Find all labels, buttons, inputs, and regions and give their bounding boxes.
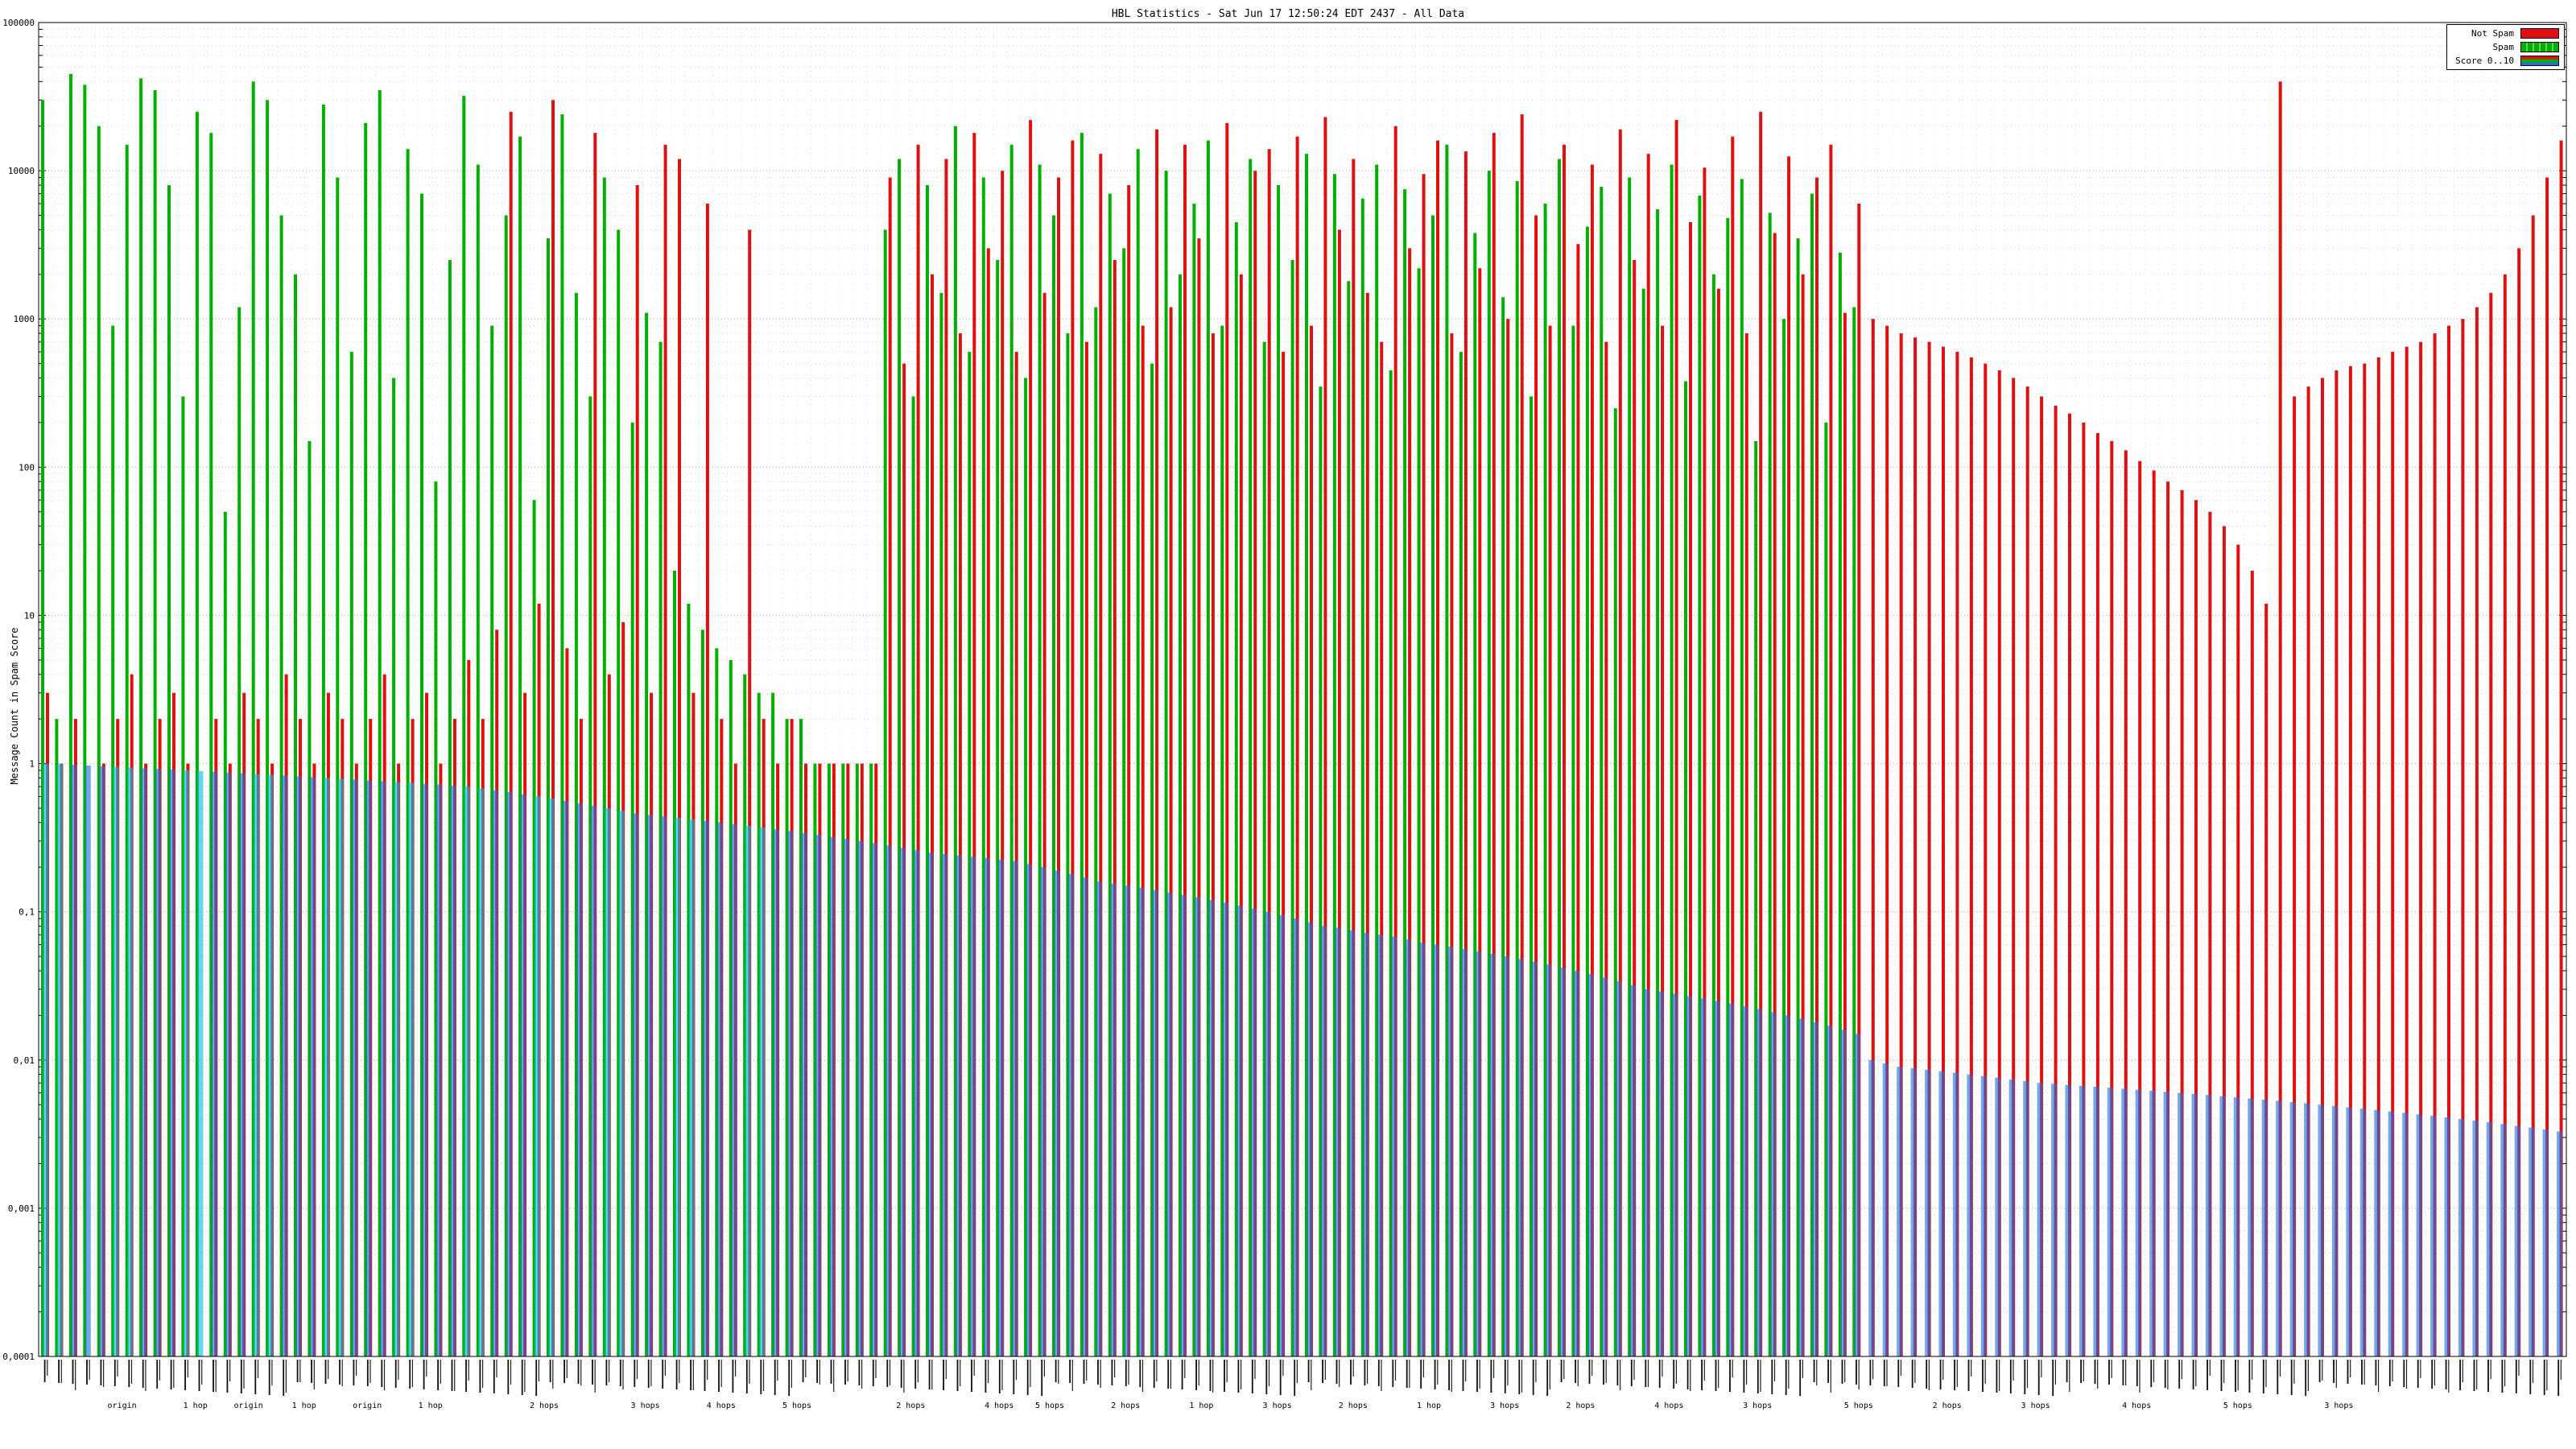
svg-text:10000: 10000	[8, 166, 35, 176]
svg-text:3 hops: 3 hops	[2324, 1402, 2353, 1410]
svg-text:4 hops: 4 hops	[707, 1402, 736, 1410]
svg-text:5 hops: 5 hops	[1844, 1402, 1873, 1410]
legend-swatch-spam	[2520, 42, 2559, 52]
legend-swatch-not-spam	[2520, 28, 2559, 39]
svg-text:3 hops: 3 hops	[1490, 1402, 1519, 1410]
svg-text:1 hop: 1 hop	[292, 1402, 316, 1410]
legend-row-score: Score 0..10	[2455, 56, 2559, 66]
svg-text:0,1: 0,1	[19, 907, 35, 918]
svg-text:1 hop: 1 hop	[419, 1402, 443, 1410]
svg-text:0,01: 0,01	[14, 1055, 35, 1066]
svg-text:0,001: 0,001	[8, 1203, 35, 1214]
svg-text:5 hops: 5 hops	[782, 1402, 811, 1410]
svg-text:0,0001: 0,0001	[2, 1352, 35, 1362]
svg-text:1 hop: 1 hop	[1189, 1402, 1213, 1410]
svg-text:4 hops: 4 hops	[1654, 1402, 1683, 1410]
svg-text:3 hops: 3 hops	[1743, 1402, 1772, 1410]
svg-text:1 hop: 1 hop	[184, 1402, 208, 1410]
svg-text:3 hops: 3 hops	[2021, 1402, 2050, 1410]
svg-text:origin: origin	[234, 1402, 263, 1410]
svg-text:2 hops: 2 hops	[1111, 1402, 1140, 1410]
legend-swatch-score	[2520, 56, 2559, 66]
legend-row-spam: Spam	[2455, 42, 2559, 52]
svg-text:1000: 1000	[14, 314, 35, 324]
legend-label-spam: Spam	[2492, 42, 2515, 52]
svg-text:100000: 100000	[2, 18, 35, 28]
legend-row-not-spam: Not Spam	[2455, 28, 2559, 39]
legend-label-not-spam: Not Spam	[2471, 28, 2514, 39]
svg-text:origin: origin	[353, 1402, 382, 1410]
chart-title: HBL Statistics - Sat Jun 17 12:50:24 EDT…	[1111, 8, 1465, 20]
svg-text:1 hop: 1 hop	[1417, 1402, 1441, 1410]
svg-text:4 hops: 4 hops	[2122, 1402, 2151, 1410]
svg-text:5 hops: 5 hops	[2223, 1402, 2252, 1410]
svg-text:2 hops: 2 hops	[896, 1402, 925, 1410]
legend-label-score: Score 0..10	[2455, 56, 2514, 66]
svg-text:3 hops: 3 hops	[631, 1402, 660, 1410]
svg-text:5 hops: 5 hops	[1035, 1402, 1064, 1410]
legend: Not Spam Spam Score 0..10	[2446, 24, 2565, 70]
svg-text:100: 100	[19, 462, 35, 473]
svg-text:origin: origin	[108, 1402, 137, 1410]
svg-text:1: 1	[29, 759, 35, 770]
svg-text:10: 10	[24, 610, 35, 621]
svg-text:2 hops: 2 hops	[530, 1402, 559, 1410]
svg-text:2 hops: 2 hops	[1566, 1402, 1595, 1410]
svg-text:2 hops: 2 hops	[1339, 1402, 1368, 1410]
svg-text:3 hops: 3 hops	[1263, 1402, 1292, 1410]
svg-text:4 hops: 4 hops	[985, 1402, 1013, 1410]
svg-text:2 hops: 2 hops	[1933, 1402, 1962, 1410]
